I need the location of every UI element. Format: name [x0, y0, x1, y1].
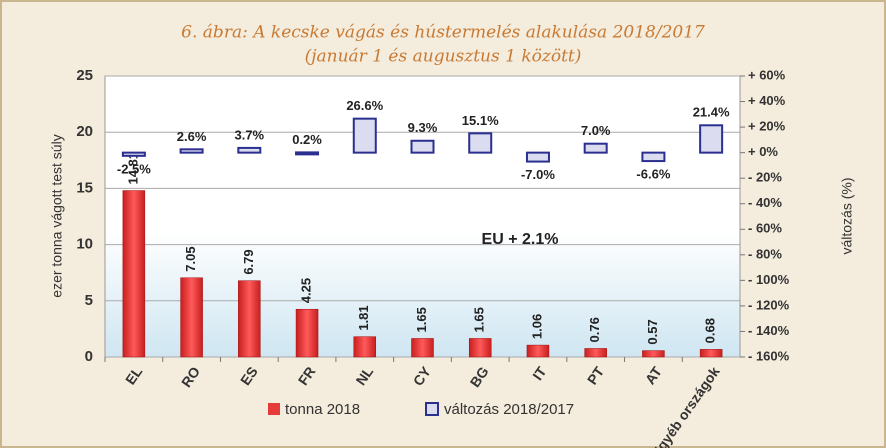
- bar-value-label: 1.65: [472, 307, 487, 332]
- chart-subtitle: (január 1 és augusztus 1 között): [305, 47, 582, 67]
- bar: [584, 348, 607, 358]
- bar-value-label: 1.06: [529, 314, 544, 339]
- bar: [526, 344, 550, 358]
- change-box: [468, 132, 493, 154]
- annotation: EU + 2.1%: [482, 231, 559, 248]
- y-tick-label: 25: [76, 67, 93, 84]
- bar: [411, 338, 434, 358]
- y2-tick-label: + 0%: [748, 144, 778, 159]
- bar-value-label: 0.76: [587, 317, 602, 342]
- legend-swatch: [425, 402, 439, 416]
- y-tick-label: 15: [76, 179, 93, 196]
- plot-area: [104, 75, 741, 358]
- bar: [122, 190, 146, 358]
- change-box: [121, 151, 146, 157]
- legend-label: tonna 2018: [285, 401, 360, 418]
- change-box: [583, 142, 608, 154]
- chart-title: 6. ábra: A kecske vágás és hústermelés a…: [181, 23, 705, 43]
- change-label: -6.6%: [636, 167, 670, 182]
- y2-tick-label: - 160%: [748, 348, 790, 363]
- y2-tick-label: - 120%: [748, 297, 790, 312]
- change-box: [699, 124, 724, 154]
- y2-tick-label: - 60%: [748, 221, 782, 236]
- y2-tick-label: - 80%: [748, 246, 782, 261]
- y2-tick-label: - 140%: [748, 323, 790, 338]
- change-box: [179, 148, 204, 154]
- y-tick-label: 5: [85, 292, 93, 309]
- change-box: [525, 151, 550, 163]
- bar-value-label: 14.81: [125, 152, 140, 185]
- change-box: [295, 151, 320, 156]
- change-label: 15.1%: [462, 113, 499, 128]
- bar: [468, 338, 492, 358]
- legend-swatch: [268, 403, 280, 415]
- bar: [295, 308, 319, 358]
- y2-tick-label: - 20%: [748, 170, 782, 185]
- y-axis-label: ezer tonna vágott test súly: [49, 134, 65, 297]
- change-box: [352, 117, 377, 154]
- change-label: 3.7%: [234, 127, 264, 142]
- bar-value-label: 4.25: [298, 278, 313, 303]
- change-box: [410, 139, 435, 154]
- bar-value-label: 0.68: [703, 318, 718, 343]
- bar: [238, 280, 261, 358]
- change-label: 0.2%: [292, 132, 322, 147]
- change-label: 9.3%: [408, 120, 438, 135]
- bar: [180, 277, 203, 358]
- bar: [699, 349, 723, 358]
- bar: [353, 336, 377, 358]
- legend-label: változás 2018/2017: [444, 401, 574, 418]
- bar-value-label: 1.81: [356, 305, 371, 330]
- change-label: 7.0%: [581, 123, 611, 138]
- change-box: [641, 151, 666, 163]
- y-tick-label: 10: [76, 236, 93, 253]
- y2-tick-label: - 100%: [748, 272, 790, 287]
- change-label: 2.6%: [177, 129, 207, 144]
- y2-tick-label: + 20%: [748, 119, 786, 134]
- y2-tick-label: + 40%: [748, 93, 786, 108]
- y2-axis-label: változás (%): [839, 177, 855, 254]
- change-box: [237, 146, 262, 154]
- bar-value-label: 1.65: [414, 307, 429, 332]
- y2-tick-label: + 60%: [748, 67, 786, 82]
- y2-tick-label: - 40%: [748, 195, 782, 210]
- y-tick-label: 0: [85, 348, 93, 365]
- bar-value-label: 6.79: [241, 249, 256, 274]
- change-label: -7.0%: [521, 167, 555, 182]
- change-label: 26.6%: [346, 98, 383, 113]
- bar-value-label: 0.57: [645, 319, 660, 344]
- bar-value-label: 7.05: [183, 246, 198, 271]
- change-label: -2.5%: [117, 161, 151, 176]
- bar: [642, 350, 665, 358]
- y-tick-label: 20: [76, 123, 93, 140]
- change-label: 21.4%: [693, 105, 730, 120]
